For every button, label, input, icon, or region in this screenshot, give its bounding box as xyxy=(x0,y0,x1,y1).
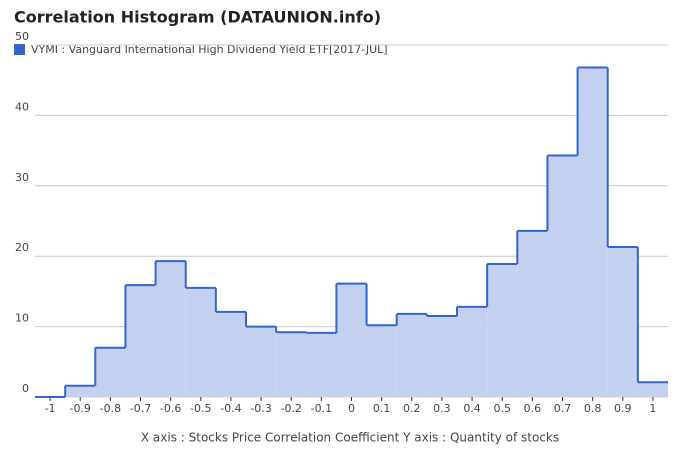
x-tick-label: 1 xyxy=(649,402,656,415)
bin-area xyxy=(185,287,216,397)
x-tick-label: 0.9 xyxy=(614,402,632,415)
x-tick-label: -0.3 xyxy=(250,402,271,415)
axis-caption: X axis : Stocks Price Correlation Coeffi… xyxy=(141,431,559,445)
bin-area xyxy=(306,332,337,397)
x-tick-label: -0.6 xyxy=(160,402,181,415)
y-tick-label: 20 xyxy=(15,241,29,254)
y-tick-label: 40 xyxy=(15,100,29,113)
bin-area xyxy=(487,263,518,397)
x-tick-label: 0.2 xyxy=(403,402,421,415)
bin-area xyxy=(65,385,96,397)
bin-area xyxy=(215,311,246,397)
y-tick-label: 50 xyxy=(15,30,29,43)
x-tick-label: -0.7 xyxy=(130,402,151,415)
bin-area xyxy=(607,247,638,397)
bin-area xyxy=(336,283,367,397)
bin-area xyxy=(577,67,608,397)
bin-area xyxy=(246,326,277,397)
x-tick-label: -0.8 xyxy=(100,402,121,415)
x-tick-label: 0 xyxy=(348,402,355,415)
y-tick-label: 0 xyxy=(22,382,29,395)
legend-swatch xyxy=(14,44,25,55)
bin-area xyxy=(95,347,126,397)
x-tick-label: -1 xyxy=(45,402,56,415)
x-tick-label: 0.5 xyxy=(493,402,511,415)
x-tick-label: -0.1 xyxy=(311,402,332,415)
x-tick-label: -0.4 xyxy=(220,402,241,415)
bin-area xyxy=(125,285,156,397)
bin-area xyxy=(155,261,186,397)
bin-area xyxy=(517,230,548,397)
x-tick-label: 0.6 xyxy=(524,402,542,415)
bin-area xyxy=(276,332,307,397)
bin-area xyxy=(457,306,488,397)
x-tick-label: -0.9 xyxy=(69,402,90,415)
x-tick-label: 0.8 xyxy=(584,402,602,415)
x-tick-label: -0.2 xyxy=(280,402,301,415)
y-tick-label: 10 xyxy=(15,312,29,325)
x-tick-label: -0.5 xyxy=(190,402,211,415)
x-tick-label: 0.3 xyxy=(433,402,451,415)
bin-area xyxy=(426,316,457,397)
bin-area xyxy=(547,155,578,397)
chart-title: Correlation Histogram (DATAUNION.info) xyxy=(14,8,381,27)
y-tick-label: 30 xyxy=(15,171,29,184)
x-tick-label: 0.7 xyxy=(554,402,572,415)
x-tick-label: 0.4 xyxy=(463,402,481,415)
x-tick-label: 0.1 xyxy=(373,402,391,415)
bin-area xyxy=(366,325,397,397)
legend-label: VYMI : Vanguard International High Divid… xyxy=(31,43,388,56)
bin-area xyxy=(637,382,668,397)
bin-area xyxy=(396,313,427,397)
